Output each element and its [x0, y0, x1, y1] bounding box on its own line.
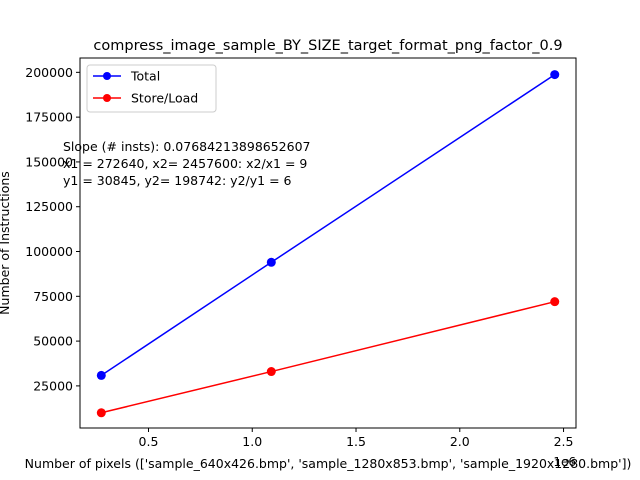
data-point-total [266, 257, 276, 267]
x-axis-offset-label: 1e6 [553, 455, 576, 469]
annotation-y-ratio: y1 = 30845, y2= 198742: y2/y1 = 6 [63, 173, 292, 188]
y-axis-label: Number of Instructions [0, 171, 12, 315]
y-tick-label: 150000 [25, 154, 73, 169]
x-axis-ticks: 0.5 1.0 1.5 2.0 2.5 [139, 428, 574, 449]
y-tick-label: 25000 [33, 378, 73, 393]
legend-storeload-label: Store/Load [131, 91, 198, 106]
x-tick-label: 2.0 [450, 434, 470, 449]
x-axis-label: Number of pixels (['sample_640x426.bmp',… [25, 456, 632, 471]
annotation-slope: Slope (# insts): 0.07684213898652607 [63, 139, 311, 154]
y-tick-label: 200000 [25, 65, 73, 80]
x-tick-label: 0.5 [139, 434, 159, 449]
data-point-store-load [96, 408, 106, 418]
series-layer [96, 70, 560, 418]
legend-total-marker [103, 72, 111, 80]
plot-area: 0.5 1.0 1.5 2.0 2.5 25000 50000 75000 100000 125… [25, 57, 577, 449]
annotation-x-ratio: x1 = 272640, x2= 2457600: x2/x1 = 9 [63, 156, 307, 171]
data-point-store-load [266, 367, 276, 377]
legend-total-label: Total [130, 69, 160, 84]
x-tick-label: 1.0 [242, 434, 262, 449]
legend-storeload-marker [103, 94, 111, 102]
data-point-total [550, 70, 560, 80]
annotation-block: Slope (# insts): 0.07684213898652607 x1 … [63, 139, 311, 188]
y-tick-label: 50000 [33, 334, 73, 349]
axes-frame [79, 57, 577, 429]
y-tick-label: 125000 [25, 199, 73, 214]
y-axis-ticks: 25000 50000 75000 100000 125000 150000 175000 2… [25, 65, 80, 393]
legend: Total Store/Load [86, 64, 217, 113]
y-tick-label: 175000 [25, 110, 73, 125]
y-tick-label: 100000 [25, 244, 73, 259]
data-point-total [96, 370, 106, 380]
x-tick-label: 2.5 [554, 434, 574, 449]
chart-title: compress_image_sample_BY_SIZE_target_for… [93, 38, 562, 54]
x-tick-label: 1.5 [346, 434, 366, 449]
y-tick-label: 75000 [33, 289, 73, 304]
data-point-store-load [550, 297, 560, 307]
